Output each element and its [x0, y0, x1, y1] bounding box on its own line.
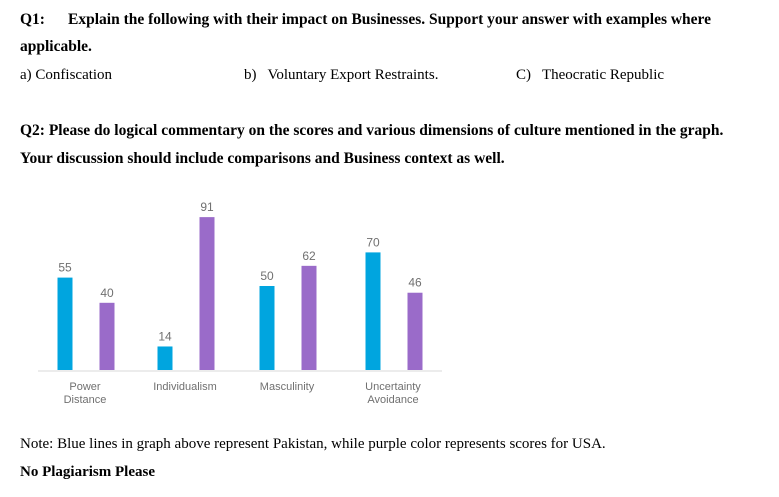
- chart-value-label: 50: [260, 269, 274, 283]
- option-text: Theocratic Republic: [541, 67, 665, 83]
- q2-heading: Q2: Please do logical commentary on the …: [20, 122, 724, 139]
- chart-category-label: Distance: [64, 394, 107, 406]
- chart-category-label: Avoidance: [367, 394, 418, 406]
- q2-heading-continued: Your discussion should include compariso…: [20, 150, 505, 167]
- q1-option-b: b) Voluntary Export Restraints.: [244, 67, 438, 84]
- chart-category-label: Power: [69, 381, 101, 393]
- chart-value-label: 55: [58, 261, 72, 275]
- chart-value-label: 62: [302, 249, 316, 263]
- chart-value-label: 40: [100, 286, 114, 300]
- option-marker: a): [20, 67, 32, 83]
- chart-bar-series2-3: [407, 292, 423, 370]
- chart-value-label: 46: [408, 276, 422, 290]
- chart-bar-series2-1: [199, 217, 215, 370]
- plagiarism-notice: No Plagiarism Please: [20, 464, 155, 480]
- chart-category-label: Uncertainty: [365, 381, 421, 393]
- q1-text: Explain the following with their impact …: [68, 11, 712, 28]
- q1-number: Q1:: [20, 11, 45, 28]
- chart-category-label: Masculinity: [260, 381, 315, 393]
- option-marker: b): [244, 67, 257, 83]
- q1-heading: Q1: Explain the following with their impa…: [20, 11, 711, 29]
- chart-bar-series2-0: [99, 302, 115, 370]
- option-marker: C): [516, 67, 531, 83]
- chart-bar-series1-1: [157, 346, 173, 370]
- option-text: Confiscation: [35, 67, 113, 83]
- chart-note: Note: Blue lines in graph above represen…: [20, 436, 606, 452]
- chart-bar-series1-3: [365, 252, 381, 370]
- chart-bar-series1-2: [259, 286, 275, 370]
- option-text: Voluntary Export Restraints.: [267, 67, 439, 83]
- chart-bar-series1-0: [57, 277, 73, 370]
- chart-value-label: 91: [200, 200, 214, 214]
- q1-option-a: a) Confiscation: [20, 67, 112, 84]
- chart-value-label: 14: [158, 329, 172, 343]
- chart-value-label: 70: [366, 235, 380, 249]
- chart-category-label: Individualism: [153, 381, 217, 393]
- q1-text-continued: applicable.: [20, 38, 92, 55]
- q1-option-c: C) Theocratic Republic: [516, 67, 664, 84]
- chart-bar-series2-2: [301, 265, 317, 370]
